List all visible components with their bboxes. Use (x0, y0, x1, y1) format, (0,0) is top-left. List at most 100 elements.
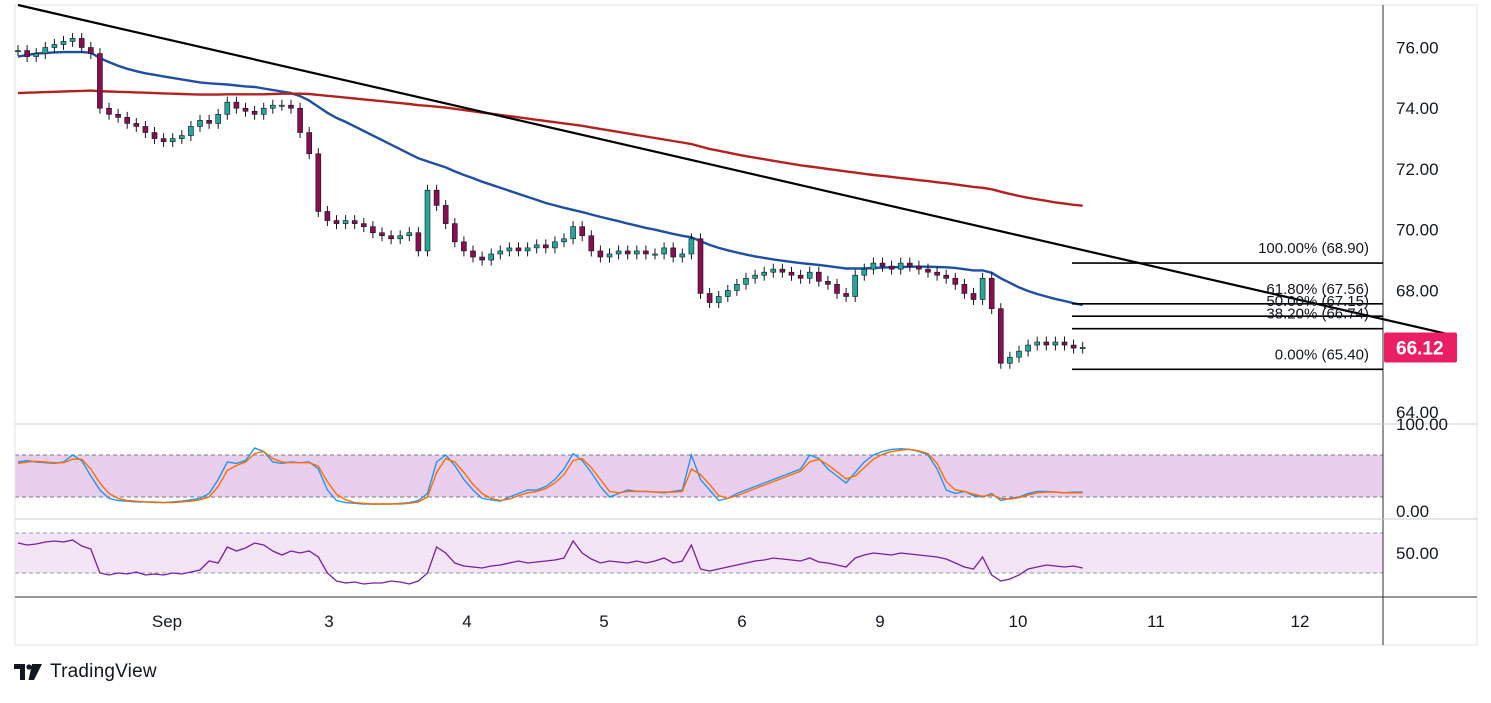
candle-bearish (451, 223, 458, 243)
candle-bearish (1061, 341, 1068, 346)
ema-line-slow (17, 89, 1083, 207)
rsi-band (15, 533, 1383, 573)
candle-bearish (88, 47, 94, 54)
candle-bearish (479, 256, 485, 261)
candle-bullish (60, 41, 67, 45)
candle-bullish (734, 284, 740, 291)
candle-bearish (997, 308, 1004, 364)
candle-bullish (269, 104, 276, 109)
candle-bearish (588, 235, 595, 252)
candle-bearish (624, 250, 631, 255)
candle-bearish (888, 265, 895, 270)
candle-bearish (788, 271, 795, 276)
price-tick-label: 68.00 (1396, 281, 1439, 300)
price-tick-label: 74.00 (1396, 99, 1439, 118)
candle-bearish (233, 101, 240, 109)
candle-bullish (688, 238, 695, 255)
candle-bearish (952, 277, 959, 285)
date-tick-label: 5 (599, 612, 608, 631)
candle-bearish (1070, 344, 1077, 349)
candle-bearish (415, 232, 422, 252)
candle-bearish (297, 107, 303, 133)
candle-bullish (497, 250, 504, 255)
date-tick-label: Sep (152, 612, 182, 631)
candle-bearish (242, 107, 249, 112)
candle-bearish (333, 220, 340, 224)
candle-bullish (406, 232, 413, 237)
fib-level-label: 50.00% (67.15) (1266, 293, 1369, 310)
candle-bullish (861, 268, 868, 276)
candle-bullish (715, 296, 722, 303)
candle-bearish (934, 271, 940, 276)
candle-bearish (879, 262, 886, 267)
candle-bullish (979, 277, 986, 300)
candle-bearish (470, 250, 476, 258)
candle-bullish (897, 262, 904, 270)
ema-line-fast (17, 50, 1083, 307)
last-price-badge (1384, 332, 1457, 363)
candle-bullish (69, 38, 76, 42)
candle-bullish (424, 189, 431, 252)
candle-bearish (706, 293, 713, 303)
candle-bearish (324, 211, 331, 221)
fib-level-label: 100.00% (68.90) (1258, 240, 1369, 257)
candle-bullish (761, 271, 768, 276)
indicator-bands (15, 454, 1383, 574)
rsi-line (17, 539, 1083, 585)
candle-bearish (542, 244, 549, 249)
date-tick-label: 6 (737, 612, 746, 631)
candle-bullish (606, 253, 613, 258)
descending-trendline (17, 3, 1457, 338)
candle-bearish (515, 247, 522, 252)
candle-bullish (524, 247, 531, 252)
last-price-label: 66.12 (1396, 338, 1444, 359)
candle-bullish (215, 114, 221, 124)
price-badge: 66.12 (1384, 332, 1457, 363)
candle-bearish (351, 220, 358, 224)
candle-bearish (597, 250, 604, 258)
candle-bullish (806, 271, 813, 279)
time-axis: Sep 3 4 5 6 9 10 11 12 (152, 612, 1310, 631)
candle-bearish (988, 277, 995, 309)
candle-bullish (533, 244, 540, 249)
price-tick-label: 76.00 (1396, 39, 1439, 58)
candle-bullish (615, 250, 622, 255)
candle-bullish (197, 120, 203, 127)
candle-bullish (188, 126, 194, 136)
candle-bullish (1034, 341, 1040, 346)
candle-bearish (579, 226, 586, 237)
candle-bullish (552, 241, 558, 249)
trendline-layer (17, 3, 1457, 338)
candle-bullish (279, 104, 285, 107)
candle-bullish (724, 290, 731, 297)
fib-level-label: 38.20% (66.74) (1266, 306, 1369, 323)
candle-bullish (260, 107, 267, 115)
candle-bearish (906, 262, 913, 267)
candle-bullish (224, 101, 231, 115)
candle-bearish (697, 238, 704, 294)
brand-name: TradingView (50, 661, 157, 682)
date-tick-label: 4 (462, 612, 471, 631)
candle-bearish (433, 189, 440, 206)
candle-bullish (852, 274, 859, 297)
candle-bearish (925, 268, 931, 273)
candle-bearish (943, 274, 950, 279)
candle-bearish (797, 274, 804, 279)
candle-bearish (288, 104, 294, 109)
date-tick-label: 9 (875, 612, 884, 631)
candle-bearish (388, 235, 394, 240)
candle-bearish (379, 232, 385, 237)
candle-bullish (1007, 356, 1013, 364)
tradingview-logo[interactable]: TradingView (14, 660, 157, 684)
date-tick-label: 11 (1147, 612, 1165, 631)
candle-bearish (251, 110, 258, 115)
chart-frame (14, 4, 1478, 646)
candle-bullish (169, 138, 176, 142)
fibonacci-retracement: 100.00% (68.90) 61.80% (67.56)50.00% (67.… (1072, 240, 1383, 371)
candle-bearish (370, 226, 376, 234)
date-tick-label: 3 (324, 612, 333, 631)
candle-bearish (206, 120, 212, 124)
stochastic-tick-label: 100.00 (1396, 415, 1448, 434)
